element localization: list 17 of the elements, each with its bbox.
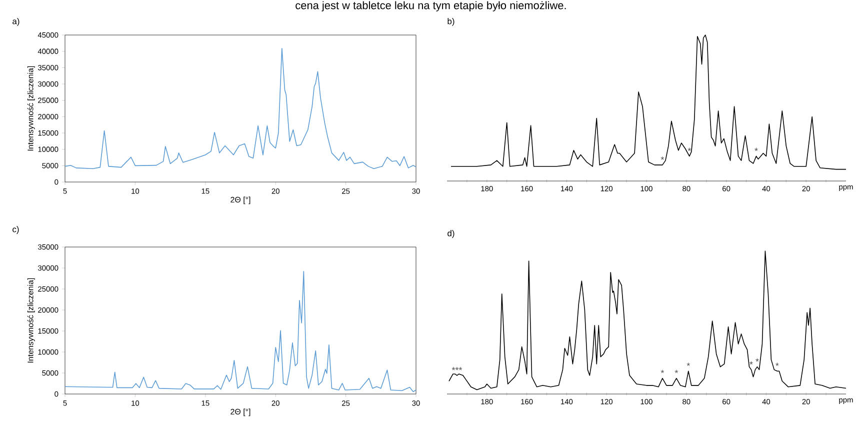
annotation: *	[688, 148, 691, 151]
chart-title: d)	[448, 230, 454, 238]
annotation: ***	[452, 367, 462, 370]
annotation: *	[660, 370, 664, 374]
annotation: *	[750, 361, 753, 364]
annotation: *	[686, 362, 690, 366]
annotation: *	[776, 362, 779, 366]
annotation: *	[754, 148, 758, 151]
annotation: *	[674, 370, 678, 374]
chart-title: c)	[12, 226, 19, 234]
chart-title: b)	[448, 18, 454, 26]
annotation: *	[660, 156, 664, 160]
annotation: *	[756, 358, 759, 362]
chart-title: a)	[12, 18, 20, 26]
line-series	[64, 48, 416, 170]
line-series	[64, 270, 416, 392]
text: cena jest w tabletce leku na tym etapie było niemożliwe.	[296, 1, 566, 12]
